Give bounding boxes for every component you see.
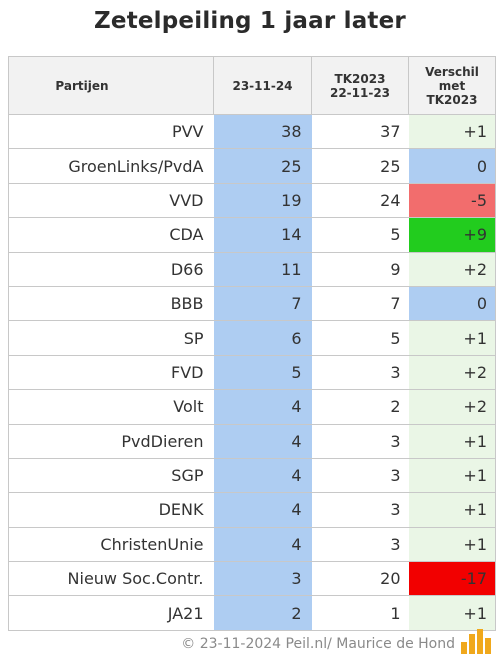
- header-diff: Verschil met TK2023: [408, 56, 496, 115]
- header-tk-line2: 22-11-23: [329, 85, 391, 100]
- seat-difference-cell: +1: [408, 113, 496, 150]
- seats-tk2023-cell: 3: [311, 457, 409, 494]
- table-row: Nieuw Soc.Contr. 3 20 -17: [8, 561, 496, 597]
- table-row: CDA 14 5 +9: [8, 217, 496, 253]
- table-row: BBB 7 7 0: [8, 285, 496, 322]
- party-name-cell: FVD: [8, 354, 214, 391]
- seats-now-cell: 25: [213, 148, 312, 184]
- seat-difference-cell: +2: [408, 389, 496, 425]
- party-name-cell: Volt: [8, 389, 214, 425]
- seat-difference-cell: +9: [408, 217, 496, 253]
- seats-tk2023-cell: 3: [311, 492, 409, 528]
- party-name-cell: D66: [8, 251, 214, 287]
- table-row: PVV 38 37 +1: [8, 113, 496, 150]
- seats-now-cell: 19: [213, 182, 312, 219]
- seats-now-cell: 4: [213, 457, 312, 494]
- seats-now-cell: 11: [213, 251, 312, 287]
- party-name-cell: BBB: [8, 285, 214, 322]
- seats-now-cell: 2: [213, 595, 312, 631]
- seat-difference-cell: +2: [408, 354, 496, 391]
- seats-now-cell: 7: [213, 285, 312, 322]
- seats-tk2023-cell: 9: [311, 251, 409, 287]
- table-body: PVV 38 37 +1 GroenLinks/PvdA 25 25 0 VVD 19 24 -5 CD…: [8, 113, 496, 631]
- seats-tk2023-cell: 20: [311, 561, 409, 597]
- seat-difference-cell: +1: [408, 423, 496, 459]
- table-header-row: Partijen 23-11-24 TK2023 22-11-23 Versch…: [8, 56, 496, 115]
- seat-difference-cell: +1: [408, 595, 496, 631]
- seats-now-cell: 4: [213, 389, 312, 425]
- table-row: FVD 5 3 +2: [8, 354, 496, 391]
- seats-tk2023-cell: 37: [311, 113, 409, 150]
- seat-difference-cell: +1: [408, 457, 496, 494]
- seats-tk2023-cell: 3: [311, 354, 409, 391]
- table-row: DENK 4 3 +1: [8, 492, 496, 528]
- table-row: GroenLinks/PvdA 25 25 0: [8, 148, 496, 184]
- peil-logo-icon: [461, 629, 491, 654]
- party-name-cell: PVV: [8, 113, 214, 150]
- party-name-cell: PvdDieren: [8, 423, 214, 459]
- party-name-cell: Nieuw Soc.Contr.: [8, 561, 214, 597]
- seat-difference-cell: -5: [408, 182, 496, 219]
- seats-tk2023-cell: 5: [311, 217, 409, 253]
- table-row: PvdDieren 4 3 +1: [8, 423, 496, 459]
- seat-difference-cell: +1: [408, 526, 496, 563]
- table-row: D66 11 9 +2: [8, 251, 496, 287]
- table-row: SGP 4 3 +1: [8, 457, 496, 494]
- seats-tk2023-cell: 25: [311, 148, 409, 184]
- table-row: VVD 19 24 -5: [8, 182, 496, 219]
- seats-now-cell: 38: [213, 113, 312, 150]
- header-tk-line1: TK2023: [334, 71, 386, 86]
- party-name-cell: SGP: [8, 457, 214, 494]
- party-name-cell: CDA: [8, 217, 214, 253]
- poll-table: Partijen 23-11-24 TK2023 22-11-23 Versch…: [8, 56, 496, 631]
- seat-difference-cell: +2: [408, 251, 496, 287]
- copyright-footer: © 23-11-2024 Peil.nl/ Maurice de Hond: [181, 636, 455, 652]
- header-diff-line2: met: [438, 78, 466, 93]
- logo-bar-4: [485, 638, 491, 654]
- seats-now-cell: 14: [213, 217, 312, 253]
- table-row: SP 6 5 +1: [8, 320, 496, 356]
- seats-tk2023-cell: 1: [311, 595, 409, 631]
- header-tk2023: TK2023 22-11-23: [311, 56, 409, 115]
- seats-tk2023-cell: 2: [311, 389, 409, 425]
- header-diff-line1: Verschil: [425, 64, 479, 79]
- party-name-cell: SP: [8, 320, 214, 356]
- party-name-cell: VVD: [8, 182, 214, 219]
- table-row: Volt 4 2 +2: [8, 389, 496, 425]
- header-party: Partijen: [8, 56, 214, 115]
- logo-bar-3: [477, 629, 483, 654]
- seats-now-cell: 4: [213, 526, 312, 563]
- seat-difference-cell: 0: [408, 285, 496, 322]
- header-diff-line3: TK2023: [426, 92, 478, 107]
- seat-difference-cell: +1: [408, 492, 496, 528]
- seats-tk2023-cell: 7: [311, 285, 409, 322]
- seat-difference-cell: 0: [408, 148, 496, 184]
- seats-now-cell: 5: [213, 354, 312, 391]
- logo-bar-1: [461, 642, 467, 654]
- seats-now-cell: 3: [213, 561, 312, 597]
- seats-tk2023-cell: 3: [311, 423, 409, 459]
- party-name-cell: GroenLinks/PvdA: [8, 148, 214, 184]
- party-name-cell: DENK: [8, 492, 214, 528]
- seat-difference-cell: +1: [408, 320, 496, 356]
- seats-now-cell: 6: [213, 320, 312, 356]
- seat-difference-cell: -17: [408, 561, 496, 597]
- seats-tk2023-cell: 24: [311, 182, 409, 219]
- logo-bar-2: [469, 634, 475, 654]
- seats-now-cell: 4: [213, 423, 312, 459]
- seats-tk2023-cell: 5: [311, 320, 409, 356]
- table-row: ChristenUnie 4 3 +1: [8, 526, 496, 563]
- party-name-cell: JA21: [8, 595, 214, 631]
- table-row: JA21 2 1 +1: [8, 595, 496, 631]
- page-title: Zetelpeiling 1 jaar later: [94, 8, 406, 34]
- header-now: 23-11-24: [213, 56, 312, 115]
- party-name-cell: ChristenUnie: [8, 526, 214, 563]
- seats-tk2023-cell: 3: [311, 526, 409, 563]
- seats-now-cell: 4: [213, 492, 312, 528]
